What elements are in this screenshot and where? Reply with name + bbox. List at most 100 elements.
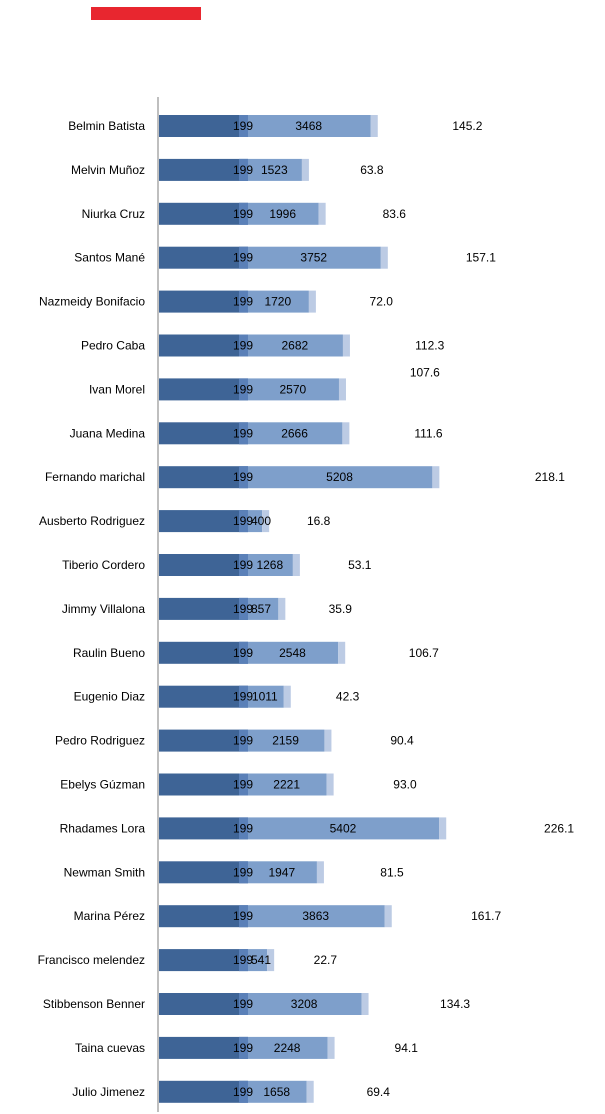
bar-segment-tip [278, 597, 286, 620]
bar-segment-base [159, 378, 248, 401]
value-label-base: 199 [233, 602, 253, 616]
bar-segment-main [248, 861, 317, 884]
legend-marker [91, 7, 201, 20]
category-label: Francisco melendez [38, 953, 145, 967]
value-label-third: 134.3 [440, 997, 470, 1011]
category-label: Julio Jimenez [72, 1085, 145, 1099]
bar-segment-main [248, 597, 279, 620]
value-label-base: 199 [233, 119, 253, 133]
bar-segment-base-edge [239, 993, 248, 1015]
value-label-base: 199 [233, 470, 253, 484]
value-label-main: 2248 [274, 1041, 301, 1055]
bar-segment-tip [342, 422, 350, 445]
bar-segment-base-edge [239, 1036, 248, 1059]
value-label-base: 199 [233, 163, 253, 177]
value-label-base: 199 [233, 909, 253, 923]
bar-segment-tip [370, 115, 378, 137]
value-label-main: 3752 [300, 251, 327, 265]
category-label: Pedro Caba [81, 339, 145, 353]
bar-segment-tip [292, 554, 300, 576]
bar-segment-main [248, 246, 381, 269]
bar-segment-tip [439, 817, 447, 840]
bar-segment-base [159, 115, 248, 137]
category-label: Melvin Muñoz [71, 163, 145, 177]
value-label-third: 111.6 [414, 426, 443, 440]
bar-segment-tip [301, 158, 309, 181]
value-label-third: 42.3 [336, 690, 360, 704]
bar-segment-base-edge [239, 729, 248, 752]
bar-segment-base [159, 685, 248, 708]
bar-segment-tip [283, 685, 291, 708]
bar-segment-base-edge [239, 597, 248, 620]
bar-segment-tip [342, 334, 350, 357]
value-label-main: 1523 [261, 163, 288, 177]
bar-segment-main [248, 202, 319, 225]
category-label: Ivan Morel [89, 382, 145, 396]
bar-segment-main [248, 685, 284, 708]
bar-segment-tip [384, 905, 392, 928]
bar-segment-main [248, 729, 325, 752]
bar-segment-base [159, 466, 248, 489]
category-label: Rhadames Lora [60, 821, 146, 835]
bar-segment-base-edge [239, 817, 248, 840]
bar-segment-main [248, 949, 268, 972]
bar-segment-tip [338, 378, 346, 401]
value-label-main: 1996 [269, 207, 296, 221]
category-label: Stibbenson Benner [43, 997, 145, 1011]
value-label-third: 145.2 [452, 119, 482, 133]
category-label: Eugenio Diaz [74, 690, 145, 704]
value-label-base: 199 [233, 514, 253, 528]
bar-segment-base [159, 905, 248, 928]
bar-segment-main [248, 1036, 328, 1059]
bar-segment-base-edge [239, 510, 248, 533]
category-label: Raulin Bueno [73, 646, 145, 660]
bar-segment-main [248, 641, 339, 664]
bar-segment-base [159, 949, 248, 972]
value-label-main: 1720 [264, 295, 291, 309]
bar-segment-main [248, 378, 339, 401]
value-label-base: 199 [233, 295, 253, 309]
bar-segment-base [159, 773, 248, 796]
bar-segment-base [159, 1080, 248, 1103]
value-label-main: 5402 [330, 821, 357, 835]
value-label-third: 226.1 [544, 821, 574, 835]
bar-segment-main [248, 466, 433, 489]
value-label-base: 199 [233, 251, 253, 265]
bar-segment-base [159, 290, 248, 313]
value-label-main: 1011 [252, 690, 278, 704]
bar-segment-tip [316, 861, 324, 884]
value-label-base: 199 [233, 382, 253, 396]
value-label-base: 199 [233, 426, 253, 440]
bar-segment-base-edge [239, 378, 248, 401]
value-label-third: 112.3 [415, 339, 444, 353]
value-label-base: 199 [233, 1041, 253, 1055]
value-label-main: 857 [251, 602, 271, 616]
bar-segment-base-edge [239, 290, 248, 313]
value-label-third: 69.4 [367, 1085, 391, 1099]
category-label: Newman Smith [64, 865, 145, 879]
value-label-base: 199 [233, 865, 253, 879]
bar-segment-tip [327, 1036, 335, 1059]
category-label: Juana Medina [70, 426, 146, 440]
bar-segment-tip [380, 246, 388, 269]
bar-segment-base [159, 334, 248, 357]
value-label-base: 199 [233, 646, 253, 660]
value-label-third: 35.9 [329, 602, 353, 616]
value-label-main: 2548 [279, 646, 306, 660]
value-label-base: 199 [233, 558, 253, 572]
value-label-base: 199 [233, 339, 253, 353]
bar-segment-main [248, 158, 302, 181]
value-label-third: 90.4 [390, 734, 414, 748]
value-label-third: 16.8 [307, 514, 331, 528]
value-label-base: 199 [233, 953, 253, 967]
bar-segment-base [159, 158, 248, 181]
value-label-main: 2570 [279, 382, 306, 396]
category-label: Taina cuevas [75, 1041, 145, 1055]
bar-segment-base [159, 554, 248, 576]
value-label-base: 199 [233, 778, 253, 792]
bar-segment-base-edge [239, 1080, 248, 1103]
bar-segment-main [248, 1080, 307, 1103]
value-label-third: 83.6 [383, 207, 407, 221]
bar-segment-main [248, 554, 293, 576]
